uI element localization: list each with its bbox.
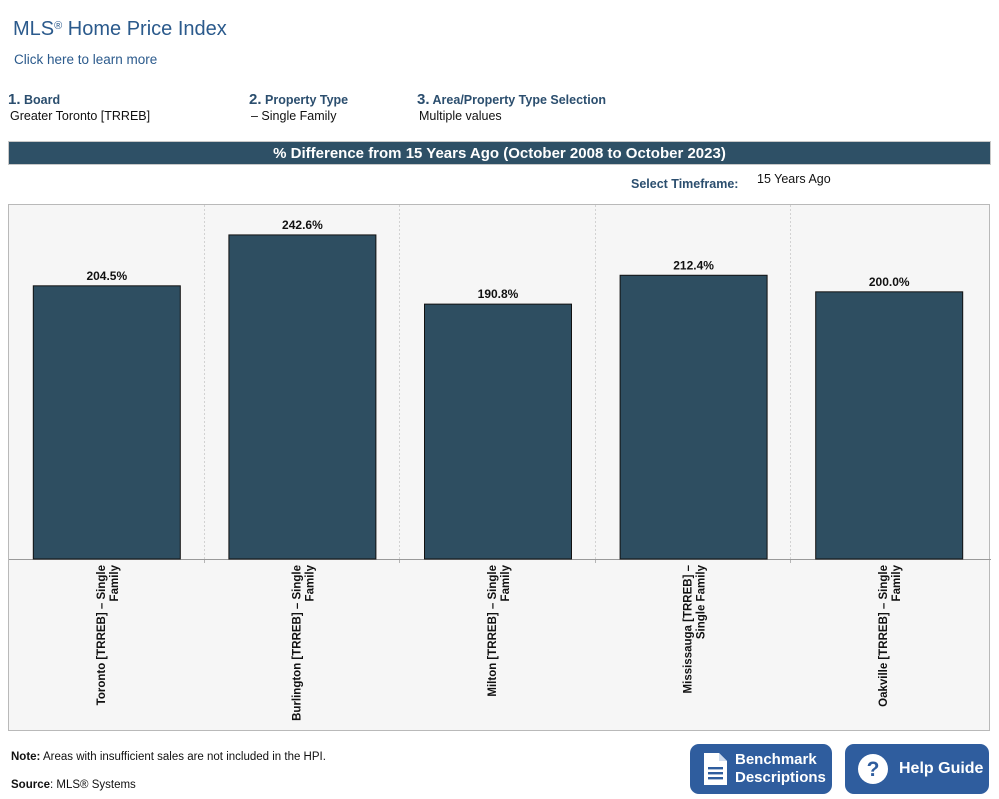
property-type-filter-header: 2. Property Type — [249, 91, 348, 108]
bar — [424, 303, 572, 560]
board-filter-label: Board — [24, 93, 61, 107]
board-filter-value[interactable]: Greater Toronto [TRREB] — [10, 109, 151, 123]
category-label: Mississauga [TRREB] – Single Family — [683, 564, 708, 693]
bar-value-label: 212.4% — [673, 258, 714, 272]
svg-text:?: ? — [867, 758, 880, 781]
property-type-filter-label: Property Type — [265, 93, 349, 107]
property-type-filter-number: 2. — [249, 91, 262, 108]
timeframe-label: Select Timeframe: — [631, 177, 739, 191]
help-guide-button[interactable]: ? Help Guide — [845, 744, 989, 794]
benchmark-label-line1: Benchmark — [735, 751, 817, 768]
bar — [619, 274, 768, 560]
note-label: Note: — [11, 751, 41, 763]
bar-value-label: 242.6% — [282, 218, 323, 232]
source-label: Source — [11, 779, 50, 791]
learn-more-link[interactable]: Click here to learn more — [14, 52, 158, 67]
category-label-line: Oakville [TRREB] – Single — [878, 565, 890, 707]
chart-banner: % Difference from 15 Years Ago (October … — [8, 141, 991, 165]
category-label-line: Toronto [TRREB] – Single — [96, 565, 108, 705]
board-filter-header: 1. Board — [8, 91, 150, 108]
timeframe-select[interactable]: 15 Years Ago — [757, 172, 831, 186]
area-filter: 3. Area/Property Type Selection Multiple… — [417, 91, 606, 123]
property-type-filter: 2. Property Type – Single Family — [249, 91, 348, 123]
source-text: Source: MLS® Systems — [11, 779, 136, 791]
title-rest: Home Price Index — [62, 18, 227, 40]
area-filter-number: 3. — [417, 91, 430, 108]
category-label-line: Family — [891, 564, 903, 601]
category-label: Milton [TRREB] – Single Family — [487, 564, 512, 696]
category-label-line: Burlington [TRREB] – Single — [291, 565, 303, 721]
category-label: Toronto [TRREB] – Single Family — [96, 564, 121, 705]
benchmark-descriptions-label: Benchmark Descriptions — [735, 751, 826, 787]
bar-chart: 204.5% Toronto [TRREB] – Single Family 242.… — [8, 204, 991, 731]
benchmark-label-line2: Descriptions — [735, 769, 826, 786]
category-label-line: Family — [109, 564, 121, 601]
question-circle-icon: ? — [857, 753, 889, 785]
category-label-line: Mississauga [TRREB] – — [683, 564, 695, 693]
source-body: : MLS® Systems — [50, 779, 136, 791]
note-body: Areas with insufficient sales are not in… — [40, 751, 326, 763]
category-label-line: Family — [500, 564, 512, 601]
help-guide-label: Help Guide — [899, 760, 984, 777]
bar — [815, 291, 964, 560]
title-mls: MLS — [13, 18, 55, 40]
benchmark-descriptions-button[interactable]: Benchmark Descriptions — [690, 744, 832, 794]
bar-value-label: 190.8% — [478, 287, 519, 301]
category-label: Oakville [TRREB] – Single Family — [878, 564, 903, 706]
category-label: Burlington [TRREB] – Single Family — [291, 564, 316, 720]
registered-mark: ® — [54, 20, 63, 32]
bar — [32, 285, 181, 560]
category-label-line: Family — [304, 564, 316, 601]
category-label-line: Single Family — [696, 564, 708, 639]
chart-svg: 204.5%Toronto [TRREB] – Single Family242.… — [9, 205, 991, 721]
board-filter: 1. Board Greater Toronto [TRREB] — [8, 91, 150, 123]
category-label-line: Milton [TRREB] – Single — [487, 565, 499, 697]
property-type-filter-value[interactable]: – Single Family — [251, 109, 337, 123]
page-title: MLS® Home Price Index — [13, 18, 227, 41]
bar — [228, 234, 377, 560]
note-text: Note: Areas with insufficient sales are … — [11, 751, 326, 763]
bar-value-label: 200.0% — [869, 275, 910, 289]
area-filter-value[interactable]: Multiple values — [419, 109, 502, 123]
board-filter-number: 1. — [8, 91, 21, 108]
document-icon — [702, 752, 728, 786]
bar-value-label: 204.5% — [86, 269, 127, 283]
area-filter-label: Area/Property Type Selection — [432, 93, 606, 107]
area-filter-header: 3. Area/Property Type Selection — [417, 91, 606, 108]
